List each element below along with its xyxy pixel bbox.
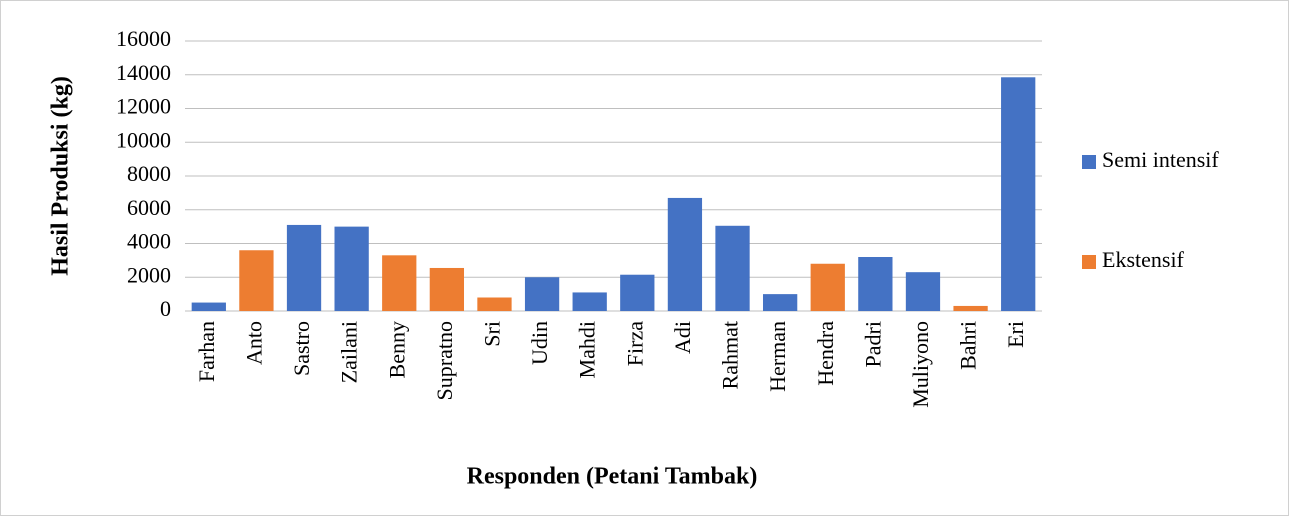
legend-label: Semi intensif — [1102, 147, 1219, 172]
legend-swatch — [1082, 155, 1096, 169]
bar — [477, 297, 512, 311]
bar — [429, 267, 465, 311]
bar — [667, 197, 703, 311]
bar — [524, 277, 560, 311]
bar — [286, 224, 322, 311]
y-axis-title: Hasil Produksi (kg) — [48, 76, 74, 276]
bar — [620, 274, 655, 311]
x-tick-label: Sastro — [289, 321, 314, 376]
y-tick-label: 10000 — [116, 127, 171, 152]
x-tick-label: Padri — [860, 321, 885, 367]
legend-label: Ekstensif — [1102, 247, 1185, 272]
y-tick-label: 16000 — [116, 26, 171, 51]
x-tick-label: Adi — [670, 321, 695, 354]
bar — [382, 255, 417, 311]
bar — [191, 302, 226, 311]
bar — [762, 294, 798, 311]
bar — [858, 257, 893, 311]
bar — [1001, 77, 1036, 311]
y-tick-label: 2000 — [127, 262, 171, 287]
y-tick-label: 14000 — [116, 60, 171, 85]
x-tick-label: Eri — [1003, 321, 1028, 348]
y-tick-label: 12000 — [116, 94, 171, 119]
legend-swatch — [1082, 255, 1096, 269]
x-axis-title: Responden (Petani Tambak) — [467, 464, 758, 490]
x-tick-label: Firza — [622, 321, 647, 366]
x-tick-label: Farhan — [194, 321, 219, 382]
bar — [572, 292, 607, 311]
x-tick-label: Anto — [241, 321, 266, 365]
y-tick-label: 4000 — [127, 229, 171, 254]
bar — [239, 250, 274, 311]
y-tick-label: 0 — [160, 296, 171, 321]
x-tick-label: Benny — [384, 321, 409, 378]
x-tick-label: Rahmat — [718, 321, 743, 389]
y-tick-label: 6000 — [127, 195, 171, 220]
y-tick-label: 8000 — [127, 161, 171, 186]
x-tick-label: Herman — [765, 321, 790, 392]
bar — [810, 263, 845, 311]
bar — [715, 225, 750, 311]
x-tick-label: Udin — [527, 321, 552, 365]
bar — [953, 305, 988, 311]
x-tick-label: Muliyono — [908, 321, 933, 408]
x-tick-label: Hendra — [813, 321, 838, 386]
x-tick-label: Zailani — [337, 321, 362, 383]
bar — [905, 272, 941, 311]
x-tick-label: Bahri — [956, 321, 981, 370]
x-tick-label: Supratno — [432, 321, 457, 400]
x-tick-label: Sri — [480, 321, 505, 347]
x-tick-label: Mahdi — [575, 321, 600, 378]
bar — [334, 226, 369, 311]
